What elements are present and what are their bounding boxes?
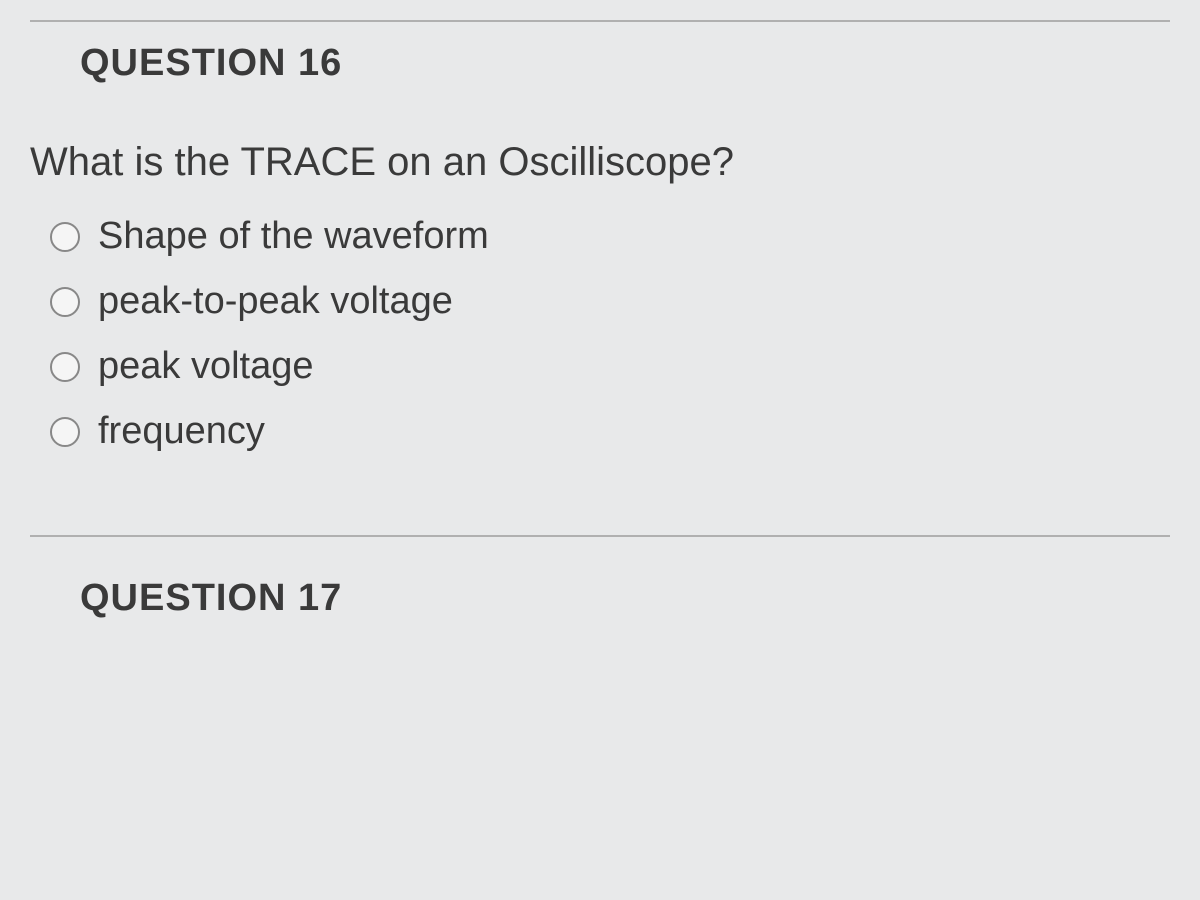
question-heading: QUESTION 16: [80, 42, 1170, 85]
question-block-16: QUESTION 16 What is the TRACE on an Osci…: [30, 42, 1170, 537]
options-list: Shape of the waveform peak-to-peak volta…: [50, 215, 1170, 453]
question-heading: QUESTION 17: [80, 577, 1170, 620]
option-row[interactable]: Shape of the waveform: [50, 215, 1170, 258]
radio-icon[interactable]: [50, 222, 80, 252]
option-label: peak voltage: [98, 345, 314, 388]
radio-icon[interactable]: [50, 287, 80, 317]
question-prompt: What is the TRACE on an Oscilliscope?: [30, 140, 1170, 185]
top-divider: [30, 20, 1170, 22]
option-label: peak-to-peak voltage: [98, 280, 453, 323]
option-label: Shape of the waveform: [98, 215, 489, 258]
option-row[interactable]: peak-to-peak voltage: [50, 280, 1170, 323]
option-label: frequency: [98, 410, 265, 453]
option-row[interactable]: frequency: [50, 410, 1170, 453]
radio-icon[interactable]: [50, 352, 80, 382]
radio-icon[interactable]: [50, 417, 80, 447]
option-row[interactable]: peak voltage: [50, 345, 1170, 388]
